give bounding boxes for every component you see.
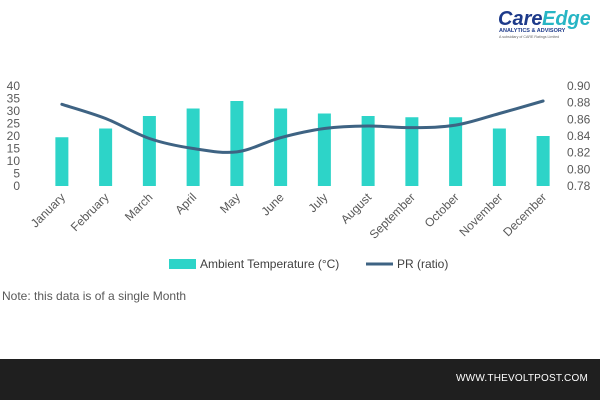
- logo-edge-text: Edge: [542, 8, 590, 30]
- temperature-bar: [405, 117, 419, 186]
- x-axis-tick-label: June: [258, 190, 287, 219]
- temperature-bar: [230, 101, 244, 186]
- legend: Ambient Temperature (°C) PR (ratio): [169, 257, 448, 271]
- left-axis-tick-label: 10: [7, 154, 21, 168]
- x-axis-tick-label: August: [338, 190, 375, 227]
- legend-temperature-swatch: [169, 259, 196, 269]
- right-y-axis: 0.78 0.80 0.82 0.84 0.86 0.88 0.90: [567, 79, 591, 193]
- right-axis-tick-label: 0.88: [567, 96, 591, 110]
- legend-pr-label: PR (ratio): [397, 257, 448, 271]
- x-axis-tick-label: December: [500, 190, 549, 239]
- temperature-bar: [55, 137, 69, 186]
- legend-temperature-label: Ambient Temperature (°C): [200, 257, 339, 271]
- right-axis-tick-label: 0.82: [567, 146, 591, 160]
- right-axis-tick-label: 0.86: [567, 112, 591, 126]
- right-axis-tick-label: 0.90: [567, 79, 591, 93]
- left-axis-tick-label: 30: [7, 104, 21, 118]
- note-text: Note: this data is of a single Month: [2, 289, 187, 303]
- careedge-logo: Care Edge ANALYTICS & ADVISORY A subsidi…: [498, 8, 590, 39]
- temperature-bar: [274, 108, 288, 186]
- right-axis-tick-label: 0.80: [567, 162, 591, 176]
- x-axis-labels: January February March April May June July Augu…: [28, 190, 549, 242]
- x-axis-tick-label: April: [172, 190, 199, 217]
- footer-site-link[interactable]: WWW.THEVOLTPOST.COM: [456, 373, 588, 384]
- footer-bar: WWW.THEVOLTPOST.COM: [0, 359, 600, 400]
- logo-care-text: Care: [498, 8, 542, 30]
- right-axis-tick-label: 0.84: [567, 129, 591, 143]
- x-axis-tick-label: October: [422, 190, 462, 230]
- left-axis-tick-label: 15: [7, 142, 21, 156]
- temperature-bar: [142, 116, 156, 186]
- x-axis-tick-label: May: [217, 190, 243, 216]
- x-axis-tick-label: March: [122, 190, 155, 223]
- logo-subtagline: A subsidiary of CARE Ratings Limited: [499, 35, 559, 39]
- temperature-bars: [55, 101, 550, 186]
- temperature-bar: [361, 116, 375, 186]
- x-axis-tick-label: September: [367, 190, 418, 241]
- temperature-bar: [317, 113, 331, 186]
- right-axis-tick-label: 0.78: [567, 179, 591, 193]
- left-axis-tick-label: 40: [7, 79, 21, 93]
- logo-tagline: ANALYTICS & ADVISORY: [499, 28, 566, 34]
- temperature-bar: [449, 117, 463, 186]
- left-axis-tick-label: 20: [7, 129, 21, 143]
- left-axis-tick-label: 5: [13, 167, 20, 181]
- left-axis-tick-label: 35: [7, 92, 21, 106]
- x-axis-tick-label: July: [306, 190, 331, 215]
- pr-ratio-line: [60, 99, 545, 154]
- temperature-bar: [536, 136, 550, 186]
- x-axis-tick-label: November: [456, 190, 505, 239]
- x-axis-tick-label: January: [28, 190, 68, 230]
- temperature-bar: [99, 128, 113, 186]
- left-axis-tick-label: 25: [7, 117, 21, 131]
- left-axis-tick-label: 0: [13, 179, 20, 193]
- temperature-bar: [492, 128, 506, 186]
- x-axis-tick-label: February: [68, 190, 112, 234]
